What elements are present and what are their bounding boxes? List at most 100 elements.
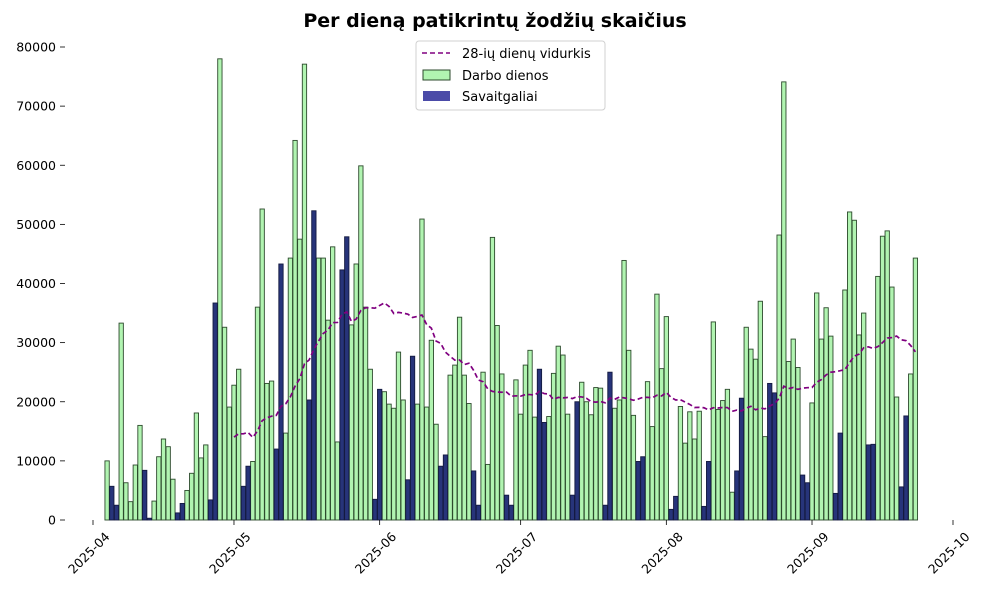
x-tick-label: 2025-06	[352, 529, 400, 577]
workday-bar	[588, 414, 594, 521]
weekend-bar	[898, 486, 904, 521]
x-tick-label: 2025-05	[206, 529, 254, 577]
workday-bar	[757, 300, 763, 521]
weekend-bar	[870, 443, 876, 521]
workday-bar	[720, 400, 726, 521]
workday-bar	[818, 338, 825, 521]
weekend-bar	[240, 485, 246, 521]
weekend-bar	[903, 415, 909, 521]
x-tick-label: 2025-09	[784, 529, 832, 577]
workday-bar	[118, 322, 124, 521]
workday-bar	[579, 381, 585, 521]
workday-bar	[823, 307, 829, 521]
workday-bar	[861, 312, 867, 521]
weekend-bar	[837, 432, 843, 521]
x-tick-label: 2025-04	[65, 529, 113, 577]
workday-bar	[785, 361, 792, 521]
weekend-bar	[207, 499, 214, 521]
workday-bar	[893, 396, 900, 521]
weekend-bar	[475, 504, 481, 521]
workday-bar	[315, 257, 322, 521]
workday-bar	[358, 165, 364, 521]
workday-bar	[325, 319, 331, 521]
workday-bar	[748, 348, 754, 521]
workday-bar	[912, 257, 919, 521]
workday-bar	[654, 293, 660, 521]
rolling-average-layer	[233, 301, 917, 439]
workday-bar	[132, 464, 138, 521]
workday-bar	[268, 380, 275, 521]
weekend-bar	[767, 382, 773, 521]
workday-bar	[362, 306, 369, 521]
workday-bar	[889, 286, 895, 521]
weekend-bar	[174, 512, 181, 521]
workday-bar	[226, 406, 232, 521]
workday-bar	[659, 368, 665, 521]
workday-bar	[499, 373, 505, 521]
weekend-bar	[344, 236, 350, 521]
workday-bar	[522, 364, 528, 521]
legend-workdays-swatch	[422, 69, 451, 81]
workday-bar	[292, 139, 298, 521]
weekend-bar	[146, 517, 152, 521]
workday-bar	[104, 460, 110, 521]
workday-bar	[630, 414, 637, 521]
workday-bar	[330, 246, 336, 521]
workday-bar	[391, 407, 397, 521]
workday-bar	[790, 338, 796, 521]
workday-bar	[254, 306, 261, 521]
weekend-bar	[442, 454, 449, 521]
weekend-bar	[273, 448, 279, 521]
workday-bar	[649, 426, 655, 521]
workday-bar	[480, 371, 486, 521]
workday-bar	[386, 403, 392, 521]
workday-bar	[560, 354, 566, 521]
weekend-bar	[640, 456, 646, 521]
workday-bar	[447, 374, 453, 521]
workday-bar	[776, 234, 782, 521]
workday-bar	[626, 349, 632, 521]
workday-bar	[828, 335, 834, 521]
weekend-bar	[706, 461, 712, 521]
workday-bar	[461, 374, 467, 521]
rolling-average-line	[233, 301, 917, 439]
weekend-bar	[339, 269, 345, 521]
weekend-bar	[405, 479, 411, 521]
weekend-bar	[179, 502, 185, 521]
workday-bar	[696, 410, 702, 521]
weekend-bar	[508, 504, 514, 521]
workday-bar	[156, 456, 162, 521]
workday-bar	[781, 81, 787, 521]
workday-bar	[795, 367, 801, 521]
workday-bar	[334, 441, 340, 521]
workday-bar	[170, 478, 176, 521]
workday-bar	[593, 387, 599, 521]
weekend-bar	[311, 210, 317, 521]
weekend-bar	[212, 302, 218, 521]
workday-bar	[527, 349, 533, 521]
y-tick-label: 10000	[16, 453, 56, 468]
weekend-bar	[865, 444, 872, 521]
workday-bar	[710, 321, 716, 521]
workday-bar	[198, 457, 204, 521]
workday-bar	[908, 373, 914, 521]
weekend-bar	[377, 388, 383, 521]
weekend-bar	[734, 470, 740, 521]
workday-bar	[809, 402, 815, 521]
workday-bar	[287, 257, 293, 521]
weekend-bar	[471, 470, 477, 521]
workday-bar	[691, 438, 698, 521]
legend-frame	[415, 40, 606, 111]
workday-bar	[137, 424, 143, 521]
weekend-bar	[278, 263, 284, 521]
weekend-bar	[574, 401, 580, 521]
workday-bar	[123, 482, 129, 521]
workday-bar	[729, 491, 735, 521]
weekend-bar	[701, 505, 707, 521]
y-tick-label: 40000	[16, 276, 56, 291]
workday-bar	[264, 382, 270, 521]
y-axis: 0 10000 20000 30000 40000 50000 60000 70000 8000…	[16, 40, 65, 528]
workday-bar	[583, 401, 590, 521]
workday-bar	[424, 406, 430, 521]
workday-bar	[494, 325, 500, 521]
